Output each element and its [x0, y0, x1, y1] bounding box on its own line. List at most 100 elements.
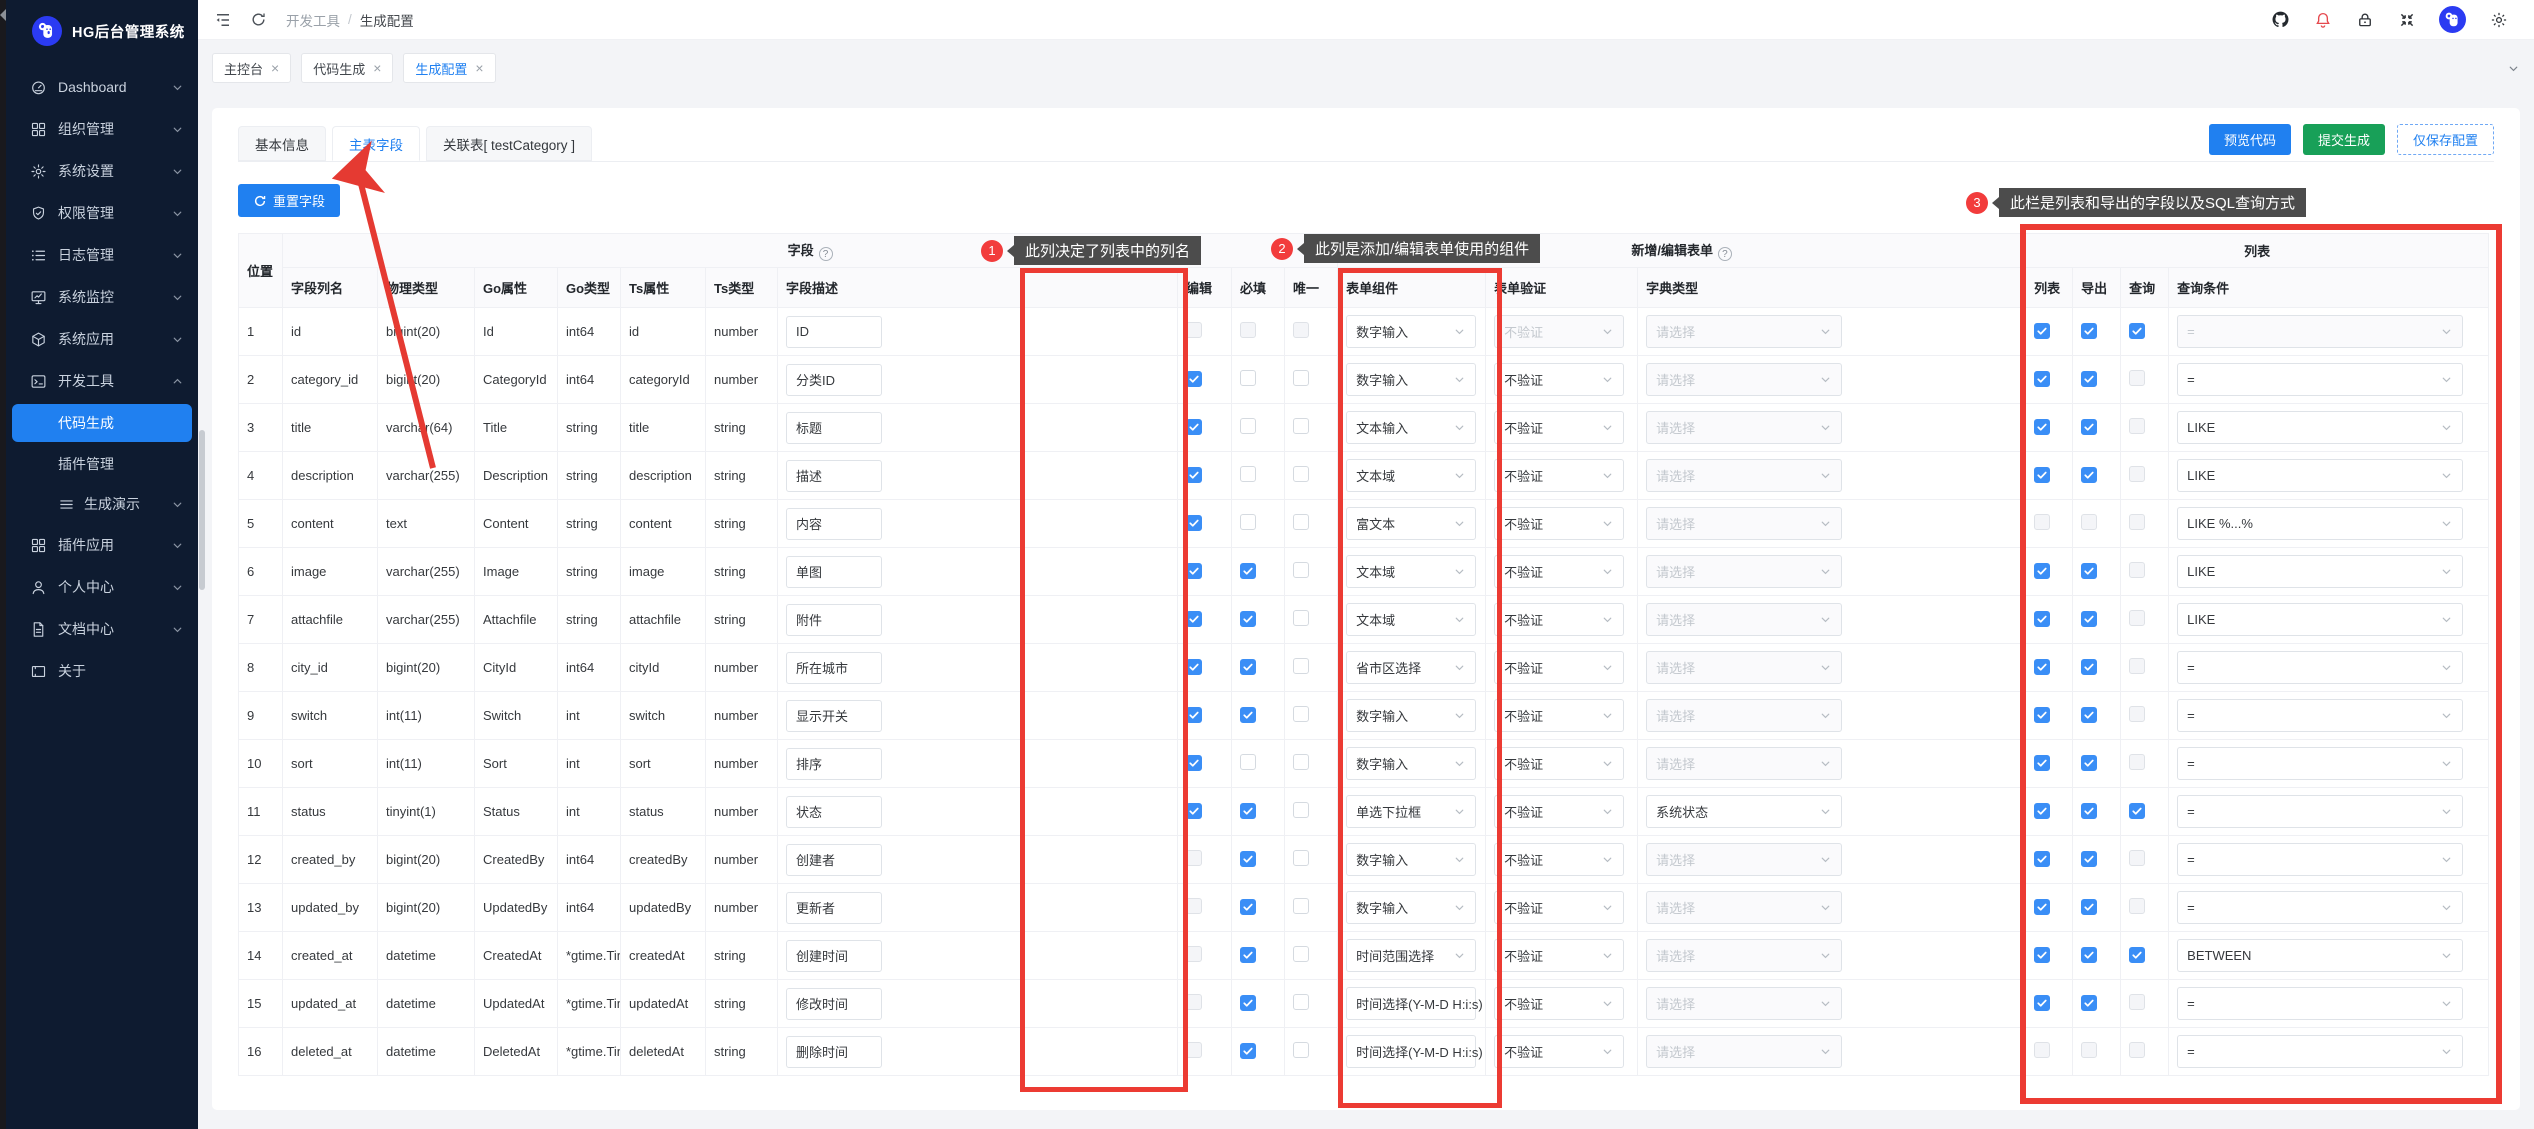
unique-checkbox[interactable]	[1293, 370, 1309, 386]
form-component-select[interactable]: 文本域	[1346, 459, 1477, 492]
unique-checkbox[interactable]	[1293, 418, 1309, 434]
required-checkbox[interactable]	[1240, 418, 1256, 434]
form-validation-select[interactable]: 不验证	[1494, 507, 1625, 540]
field-desc-input[interactable]	[786, 555, 882, 588]
dict-type-select[interactable]: 请选择	[1646, 699, 1843, 732]
query-condition-select[interactable]: =	[2177, 315, 2464, 348]
list-checkbox[interactable]	[2034, 371, 2051, 387]
export-checkbox[interactable]	[2081, 803, 2098, 819]
tabs-dropdown-button[interactable]	[2507, 62, 2520, 75]
field-desc-input[interactable]	[786, 987, 882, 1020]
form-validation-select[interactable]: 不验证	[1494, 747, 1625, 780]
required-checkbox[interactable]	[1240, 851, 1256, 867]
unique-checkbox[interactable]	[1293, 1042, 1309, 1058]
form-component-select[interactable]: 时间选择(Y-M-D H:i:s)	[1346, 1035, 1483, 1068]
dict-type-select[interactable]: 请选择	[1646, 1035, 1843, 1068]
edit-checkbox[interactable]	[1186, 946, 1202, 962]
logo[interactable]: HG后台管理系统	[6, 0, 198, 60]
unique-checkbox[interactable]	[1293, 466, 1309, 482]
field-desc-input[interactable]	[786, 891, 882, 924]
field-desc-input[interactable]	[786, 843, 882, 876]
list-checkbox[interactable]	[2034, 419, 2051, 435]
required-checkbox[interactable]	[1240, 370, 1256, 386]
query-checkbox[interactable]	[2129, 898, 2146, 914]
list-checkbox[interactable]	[2034, 707, 2051, 723]
edit-checkbox[interactable]	[1186, 707, 1202, 723]
query-checkbox[interactable]	[2129, 323, 2146, 339]
field-desc-input[interactable]	[786, 939, 882, 972]
required-checkbox[interactable]	[1240, 1043, 1256, 1059]
edit-checkbox[interactable]	[1186, 515, 1202, 531]
unique-checkbox[interactable]	[1293, 658, 1309, 674]
export-checkbox[interactable]	[2081, 371, 2098, 387]
dict-type-select[interactable]: 请选择	[1646, 843, 1843, 876]
export-checkbox[interactable]	[2081, 1042, 2098, 1058]
query-condition-select[interactable]: LIKE	[2177, 411, 2464, 444]
sidebar-item-profile[interactable]: 个人中心	[6, 566, 198, 608]
export-checkbox[interactable]	[2081, 899, 2098, 915]
reset-fields-button[interactable]: 重置字段	[238, 184, 341, 217]
sidebar-item-monitor[interactable]: 系统监控	[6, 276, 198, 318]
edit-checkbox[interactable]	[1186, 563, 1202, 579]
unique-checkbox[interactable]	[1293, 946, 1309, 962]
field-desc-input[interactable]	[786, 315, 882, 348]
query-checkbox[interactable]	[2129, 994, 2146, 1010]
edit-checkbox[interactable]	[1186, 371, 1202, 387]
sidebar-item-devtools[interactable]: 开发工具	[6, 360, 198, 402]
sidebar-item-sys-app[interactable]: 系统应用	[6, 318, 198, 360]
field-desc-input[interactable]	[786, 507, 882, 540]
edit-checkbox[interactable]	[1186, 803, 1202, 819]
edit-checkbox[interactable]	[1186, 994, 1202, 1010]
form-validation-select[interactable]: 不验证	[1494, 891, 1625, 924]
sidebar-scrollbar[interactable]	[199, 430, 205, 590]
sidebar-item-plugin-mgr[interactable]: 插件管理	[58, 456, 114, 472]
form-validation-select[interactable]: 不验证	[1494, 699, 1625, 732]
required-checkbox[interactable]	[1240, 754, 1256, 770]
avatar[interactable]	[2439, 6, 2466, 33]
field-desc-input[interactable]	[786, 651, 882, 684]
export-checkbox[interactable]	[2081, 514, 2098, 530]
list-checkbox[interactable]	[2034, 995, 2051, 1011]
list-checkbox[interactable]	[2034, 1042, 2051, 1058]
field-desc-input[interactable]	[786, 1035, 882, 1068]
help-icon[interactable]	[818, 247, 833, 262]
list-checkbox[interactable]	[2034, 851, 2051, 867]
form-component-select[interactable]: 数字输入	[1346, 363, 1477, 396]
list-checkbox[interactable]	[2034, 659, 2051, 675]
list-checkbox[interactable]	[2034, 514, 2051, 530]
notification-bell-icon[interactable]	[2313, 10, 2332, 29]
field-desc-input[interactable]	[786, 747, 882, 780]
form-component-select[interactable]: 富文本	[1346, 507, 1477, 540]
form-validation-select[interactable]: 不验证	[1494, 843, 1625, 876]
close-icon[interactable]: ×	[373, 60, 382, 76]
form-component-select[interactable]: 单选下拉框	[1346, 795, 1477, 828]
required-checkbox[interactable]	[1240, 899, 1256, 915]
dict-type-select[interactable]: 请选择	[1646, 939, 1843, 972]
edit-checkbox[interactable]	[1186, 659, 1202, 675]
export-checkbox[interactable]	[2081, 995, 2098, 1011]
fullscreen-icon[interactable]	[2397, 10, 2416, 29]
export-checkbox[interactable]	[2081, 563, 2098, 579]
query-checkbox[interactable]	[2129, 1042, 2146, 1058]
open-tab-0[interactable]: 主控台 ×	[212, 53, 292, 83]
form-validation-select[interactable]: 不验证	[1494, 987, 1625, 1020]
form-validation-select[interactable]: 不验证	[1494, 651, 1625, 684]
sidebar-item-about[interactable]: 关于	[6, 650, 198, 692]
export-checkbox[interactable]	[2081, 851, 2098, 867]
query-condition-select[interactable]: =	[2177, 699, 2464, 732]
query-checkbox[interactable]	[2129, 370, 2146, 386]
close-icon[interactable]: ×	[271, 60, 280, 76]
field-desc-input[interactable]	[786, 699, 882, 732]
list-checkbox[interactable]	[2034, 563, 2051, 579]
form-component-select[interactable]: 文本输入	[1346, 411, 1477, 444]
dict-type-select[interactable]: 请选择	[1646, 459, 1843, 492]
config-tab-2[interactable]: 关联表[ testCategory ]	[426, 126, 593, 161]
field-desc-input[interactable]	[786, 459, 882, 492]
form-component-select[interactable]: 文本域	[1346, 555, 1477, 588]
query-condition-select[interactable]: =	[2177, 747, 2464, 780]
form-component-select[interactable]: 时间范围选择	[1346, 939, 1477, 972]
form-component-select[interactable]: 数字输入	[1346, 699, 1477, 732]
sidebar-item-codegen[interactable]: 代码生成	[12, 404, 192, 442]
dict-type-select[interactable]: 系统状态	[1646, 795, 1843, 828]
query-checkbox[interactable]	[2129, 706, 2146, 722]
